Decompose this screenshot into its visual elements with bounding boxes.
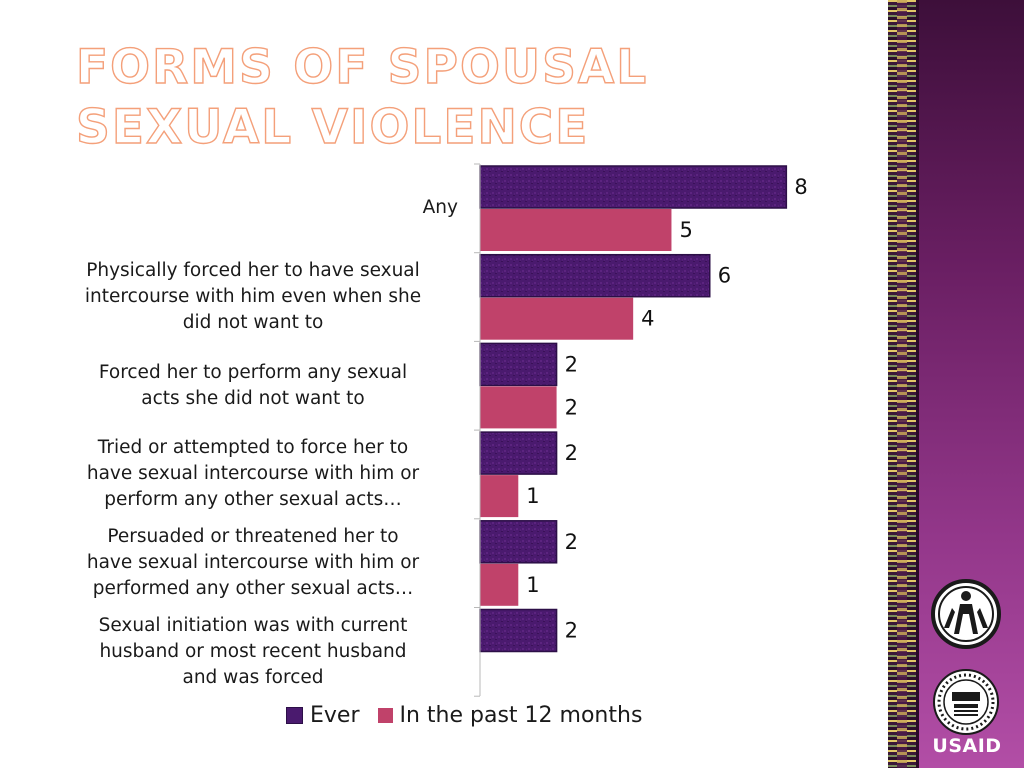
data-label: 1 [526, 484, 539, 508]
bar-ever [479, 342, 558, 387]
bar-past-12-months [480, 386, 557, 429]
category-label: Tried or attempted to force her to have s… [48, 435, 458, 513]
data-label: 6 [718, 264, 731, 288]
bar-ever [479, 431, 558, 475]
category-label-line: have sexual intercourse with him or [86, 463, 420, 485]
legend-swatch-past-12-months [377, 707, 393, 723]
data-label: 2 [565, 441, 578, 465]
usaid-seal-icon [933, 669, 999, 735]
category-label-line: husband or most recent husband [99, 640, 407, 662]
category-label: Physically forced her to have sexual inte… [48, 258, 458, 336]
figures-emblem-icon [931, 579, 1001, 649]
bar-ever [479, 165, 788, 209]
data-label: 4 [641, 307, 654, 331]
bars-group [479, 165, 788, 653]
decorative-border-strip [888, 0, 919, 768]
data-label: 2 [565, 352, 578, 376]
axis-ticks [474, 163, 480, 697]
data-label: 8 [794, 175, 807, 199]
legend-label-ever: Ever [310, 702, 360, 728]
category-label-line: and was forced [182, 666, 324, 688]
category-label-line: Any [422, 197, 458, 219]
bar-past-12-months [480, 563, 519, 606]
bar-past-12-months [480, 297, 634, 340]
category-label-line: intercourse with him even when she [84, 286, 422, 308]
bar-chart: 8 5 6 4 2 2 2 1 2 1 2 [474, 163, 808, 697]
slide-title: Forms of spousal sexual violence [75, 39, 649, 155]
bar-ever [479, 608, 558, 653]
bar-ever [479, 520, 558, 564]
usaid-wordmark: USAID [932, 735, 1002, 757]
category-label-line: did not want to [182, 312, 324, 334]
category-label-line: have sexual intercourse with him or [86, 552, 420, 574]
category-label-line: acts she did not want to [141, 387, 365, 409]
legend-swatch-ever [286, 706, 303, 724]
data-label: 1 [526, 573, 539, 597]
bar-past-12-months [480, 209, 672, 251]
category-label: Forced her to perform any sexual acts she… [48, 360, 458, 412]
category-label-line: Sexual initiation was with current [98, 614, 408, 636]
data-label: 5 [679, 218, 692, 242]
bar-past-12-months [480, 475, 519, 518]
category-label: Sexual initiation was with current husban… [48, 613, 458, 691]
value-labels-group: 8 5 6 4 2 2 2 1 2 1 2 [526, 175, 807, 643]
legend-item-past-12-months: In the past 12 months [377, 702, 643, 728]
data-label: 2 [565, 395, 578, 419]
category-label-line: performed any other sexual acts… [92, 578, 414, 600]
legend-label-past-12-months: In the past 12 months [399, 702, 643, 728]
legend: Ever In the past 12 months [286, 700, 660, 730]
category-label: Persuaded or threatened her to have sexua… [48, 524, 458, 602]
category-label-line: perform any other sexual acts… [104, 489, 402, 511]
category-label-line: Tried or attempted to force her to [97, 437, 409, 459]
data-label: 2 [565, 530, 578, 554]
category-label-line: Persuaded or threatened her to [107, 526, 399, 548]
category-label-line: Physically forced her to have sexual [86, 260, 420, 282]
category-label-line: Forced her to perform any sexual [98, 361, 408, 383]
legend-item-ever: Ever [286, 703, 360, 728]
bar-ever [479, 253, 711, 298]
category-label: Any [48, 195, 458, 221]
data-label: 2 [565, 619, 578, 643]
